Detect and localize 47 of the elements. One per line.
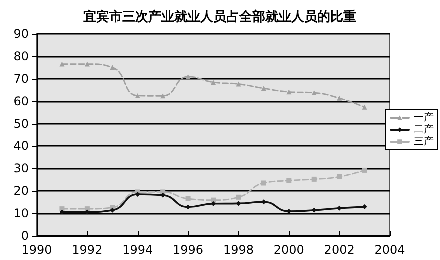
y-tick-label: 0 [21,229,29,243]
point [312,90,317,96]
point [186,196,191,202]
point [236,194,242,200]
y-tick-label: 90 [14,27,29,41]
point [236,82,242,87]
legend-label: 三产 [414,136,434,148]
point [261,180,266,186]
point [160,94,166,99]
x-tick-label: 1990 [22,243,52,257]
point [110,65,116,70]
point [286,178,292,184]
y-tick-label: 50 [14,116,29,131]
point [312,176,317,182]
x-tick-label: 1994 [122,243,154,257]
x-tick-label: 2002 [324,243,355,257]
point [337,96,342,101]
legend-label: 二产 [414,124,434,136]
point [135,93,140,98]
x-tick-label: 1996 [173,243,204,257]
y-tick-label: 70 [14,72,29,86]
point [84,62,90,67]
point [337,174,342,180]
point [186,74,191,80]
x-tick-label: 2004 [374,243,406,257]
point [362,104,368,110]
x-tick-label: 1998 [223,243,254,257]
point [211,201,216,206]
point [312,208,317,213]
point [160,192,166,198]
point [362,204,368,210]
point [286,90,292,95]
point [362,168,368,173]
chart-title: 宜宾市三次产业就业人员占全部就业人员的比重 [84,9,356,25]
y-tick-label: 20 [14,184,29,198]
x-tick-label: 1992 [72,243,103,257]
y-tick-label: 30 [14,162,29,176]
y-tick-label: 40 [14,139,29,154]
point [211,80,216,85]
y-tick-label: 60 [14,94,29,108]
point [261,86,266,92]
legend-label: 一产 [414,112,434,124]
x-tick-label: 2000 [274,243,304,257]
y-tick-label: 80 [14,49,29,64]
y-tick-label: 10 [14,206,29,221]
point [60,62,65,67]
point [110,208,116,213]
